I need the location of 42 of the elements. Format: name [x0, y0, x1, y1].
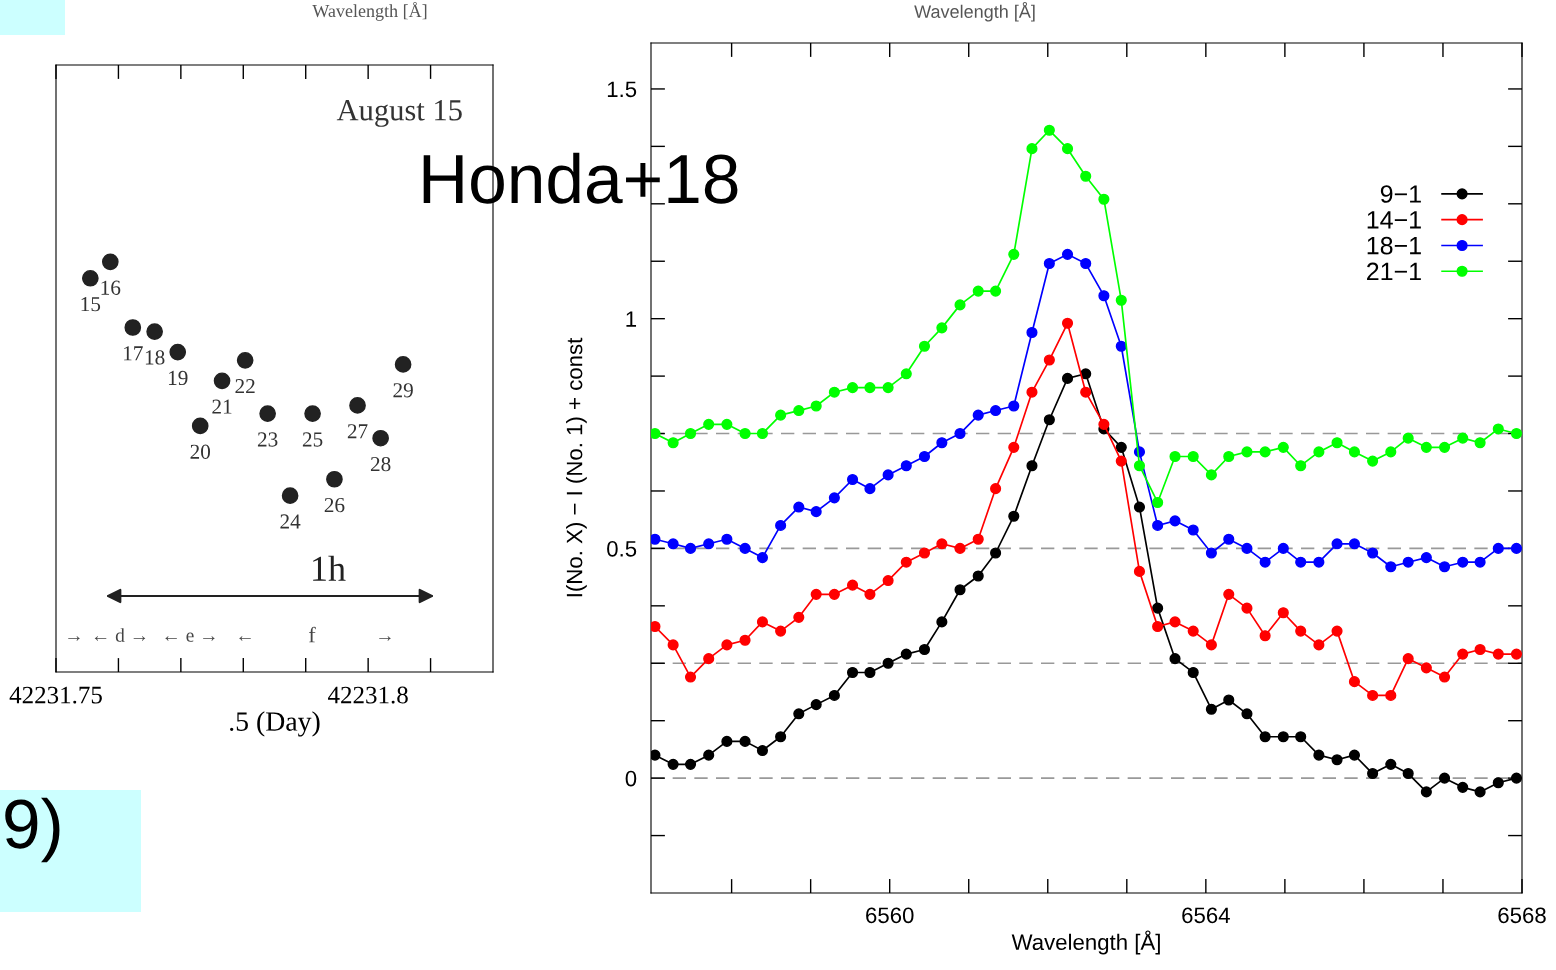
legend-label: 18−1 — [1367, 236, 1421, 255]
annotation: → — [379, 636, 391, 641]
annotation: 23 — [257, 432, 278, 447]
x-tick-label: 42231.8 — [328, 686, 408, 704]
annotation: 20 — [190, 444, 211, 459]
annotation: 1h — [313, 555, 346, 581]
x-axis-title: Wavelength [Å] — [1011, 930, 1160, 955]
annotation: 15 — [81, 297, 101, 312]
x-axis-title: .5 (Day) — [230, 711, 320, 737]
y-tick-label: 0 — [625, 770, 637, 787]
text: August 15 — [336, 100, 462, 127]
text: Wavelength [Å] — [914, 2, 1035, 22]
annotation: → — [68, 636, 80, 641]
annotation: ← e → — [165, 632, 215, 642]
y-tick-label: 1.5 — [607, 81, 637, 98]
x-tick-label: 6564 — [1182, 907, 1230, 924]
annotation: 24 — [280, 514, 301, 529]
annotation: 17 — [124, 346, 143, 361]
text: 9) — [5, 797, 60, 863]
legend-label: 21−1 — [1367, 262, 1421, 281]
y-tick-label: 0.5 — [607, 540, 637, 557]
x-tick-label: 42231.75 — [9, 686, 102, 704]
annotation: f — [308, 626, 316, 643]
annotation: 28 — [370, 456, 391, 472]
legend-label: 9−1 — [1380, 185, 1421, 203]
y-tick-label: 1 — [626, 311, 637, 327]
annotation: 18 — [145, 350, 165, 365]
annotation: 16 — [101, 280, 121, 295]
annotation: 21 — [212, 399, 232, 414]
annotation: 27 — [347, 424, 368, 439]
legend-label: 14−1 — [1367, 211, 1421, 229]
annotation: ← d → — [94, 628, 146, 642]
annotation: 19 — [168, 370, 188, 386]
annotation: 22 — [235, 379, 255, 394]
y-axis-title: I(No. X) − I (No. 1) + const — [566, 337, 587, 597]
annotation: ← — [239, 636, 251, 641]
x-tick-label: 6560 — [866, 907, 914, 924]
annotation: 26 — [324, 497, 345, 513]
annotation: 25 — [302, 432, 323, 447]
annotation: 29 — [393, 383, 413, 398]
x-tick-label: 6568 — [1498, 907, 1546, 924]
text: Wavelength [Å] — [312, 2, 427, 21]
